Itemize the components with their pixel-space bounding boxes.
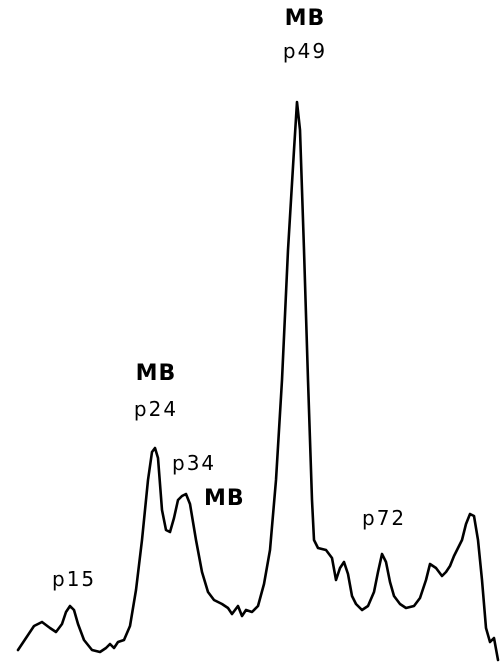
densitometer-trace-line [16,100,500,662]
peak-label-p49-line-2: p49 [283,39,327,63]
peak-label-p15-line-1: p15 [52,567,96,591]
peak-label-p34-line-1: p34 [172,451,216,475]
peak-label-p72-line-1: p72 [362,506,406,530]
peak-label-p24-line-1: MB [136,361,177,386]
trace-layer [16,100,500,662]
peak-label-p49-line-1: MB [285,6,326,31]
peak-label-p34-line-2: MB [204,486,245,511]
peak-label-layer: p15 MB p24 p34 MB MB p49 p72 [52,6,406,591]
peak-label-p24-line-2: p24 [134,397,178,421]
